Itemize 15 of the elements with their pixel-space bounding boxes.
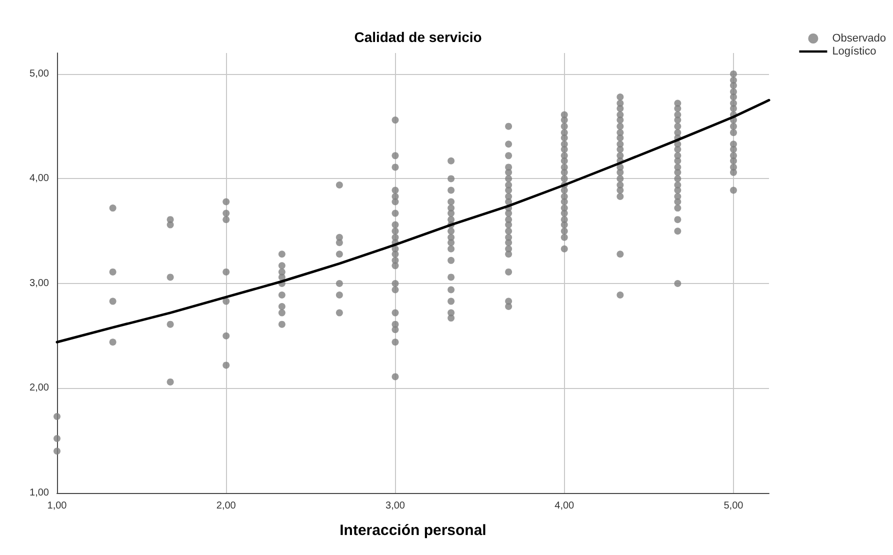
y-tick-label: 4,00 <box>30 173 50 184</box>
legend-label: Logístico <box>832 46 876 58</box>
x-tick-label: 3,00 <box>386 500 406 512</box>
legend-label: Observado <box>832 32 886 44</box>
y-tick-label: 5,00 <box>30 68 50 80</box>
chart-title: Calidad de servicio <box>354 29 482 45</box>
x-tick-label: 4,00 <box>554 500 575 512</box>
y-tick-label: 1,00 <box>30 488 50 498</box>
y-tick-label: 2,00 <box>30 382 50 394</box>
x-tick-label: 1,00 <box>47 500 68 512</box>
x-tick-label: 2,00 <box>216 500 236 512</box>
x-axis-title: Interacción personal <box>340 522 486 539</box>
x-tick-label: 5,00 <box>724 500 744 512</box>
line-series <box>56 98 770 344</box>
y-tick-label: 3,00 <box>30 278 50 289</box>
